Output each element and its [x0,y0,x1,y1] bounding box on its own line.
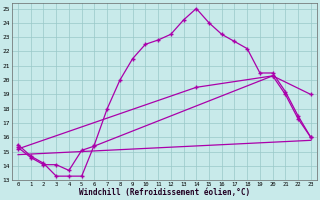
X-axis label: Windchill (Refroidissement éolien,°C): Windchill (Refroidissement éolien,°C) [79,188,250,197]
